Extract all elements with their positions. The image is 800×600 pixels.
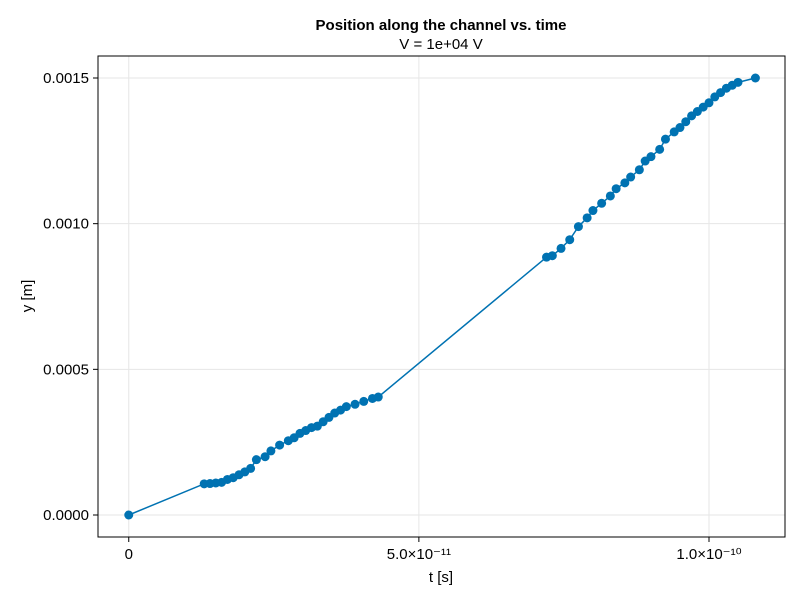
data-point [733,77,743,87]
y-tick-label: 0.0000 [43,507,89,524]
data-point [373,392,383,402]
data-point [626,172,636,182]
data-point [556,243,566,253]
data-point [660,134,670,144]
y-axis-ticks: 0.0000 0.0005 0.0010 0.0015 [43,70,98,524]
data-point [251,455,261,465]
data-point [124,510,134,520]
data-point [266,446,276,456]
data-point [611,184,621,194]
x-axis-ticks: 0 5.0×10⁻¹¹ 1.0×10⁻¹⁰ [125,537,742,563]
data-point [275,440,285,450]
data-point [260,452,270,462]
data-point [359,396,369,406]
data-point [597,198,607,208]
x-tick-label: 0 [125,546,133,563]
data-point [582,213,592,223]
data-point [620,178,630,188]
y-tick-label: 0.0005 [43,361,89,378]
plot-frame [97,55,786,538]
data-point [681,117,691,127]
series-line [128,77,756,516]
y-tick-label: 0.0010 [43,216,89,233]
chart-subtitle: V = 1e+04 V [399,36,482,53]
data-point [634,165,644,175]
data-point [675,123,685,133]
y-tick-label: 0.0015 [43,70,89,87]
y-axis-label: y [m] [19,280,36,313]
data-point [547,251,557,261]
data-point [655,144,665,154]
data-point [704,98,714,108]
data-point [573,222,583,232]
data-point [246,463,256,473]
x-tick-label: 1.0×10⁻¹⁰ [676,546,741,563]
x-axis-label: t [s] [429,569,453,586]
grid-lines [98,56,785,537]
data-point [646,152,656,162]
data-point [341,402,351,412]
data-point [750,73,760,83]
data-point [565,235,575,245]
data-point [605,191,615,201]
data-point [350,399,360,409]
chart-title: Position along the channel vs. time [316,17,567,34]
data-point [588,206,598,216]
x-tick-label: 5.0×10⁻¹¹ [387,546,451,563]
series-1 [124,73,760,520]
